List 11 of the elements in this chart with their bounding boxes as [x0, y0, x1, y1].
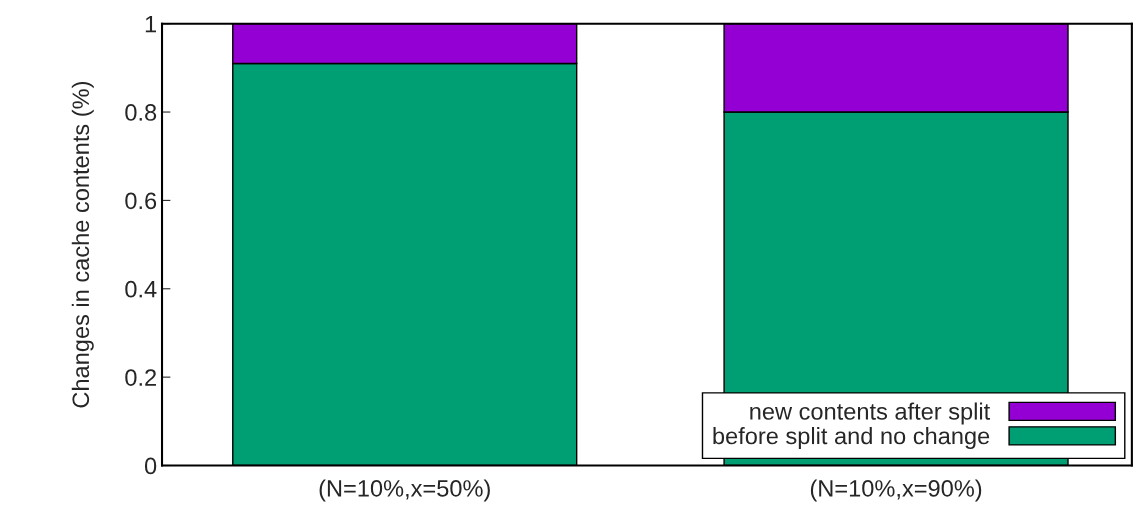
y-tick-label: 0.4: [125, 280, 157, 298]
legend-label: before split and no change: [713, 426, 990, 449]
y-tick-label: 0.8: [125, 104, 157, 121]
y-tick-label: 0.2: [125, 369, 156, 386]
x-tick-label: (N=10%,x=90%): [810, 479, 982, 502]
legend-label: new contents after split: [750, 402, 991, 425]
y-tick-label: 1: [145, 15, 157, 33]
y-tick-label: 0: [144, 457, 157, 475]
x-tick-label: (N=10%,x=50%): [319, 479, 490, 502]
y-axis-title: Changes in cache contents (%): [71, 81, 94, 408]
y-tick-label: 0.6: [125, 192, 157, 210]
